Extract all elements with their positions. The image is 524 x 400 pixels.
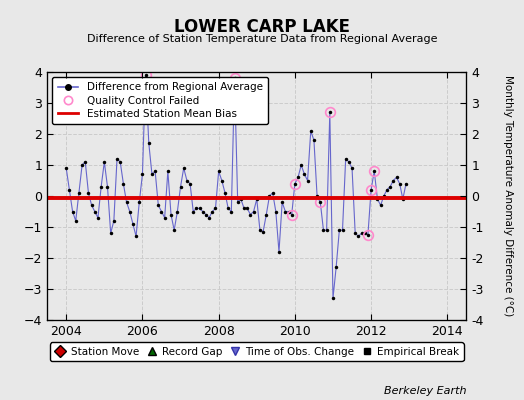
Text: Difference of Station Temperature Data from Regional Average: Difference of Station Temperature Data f… (87, 34, 437, 44)
Legend: Difference from Regional Average, Quality Control Failed, Estimated Station Mean: Difference from Regional Average, Qualit… (52, 77, 268, 124)
Text: LOWER CARP LAKE: LOWER CARP LAKE (174, 18, 350, 36)
Y-axis label: Monthly Temperature Anomaly Difference (°C): Monthly Temperature Anomaly Difference (… (503, 75, 513, 317)
Legend: Station Move, Record Gap, Time of Obs. Change, Empirical Break: Station Move, Record Gap, Time of Obs. C… (50, 342, 464, 361)
Text: Berkeley Earth: Berkeley Earth (384, 386, 466, 396)
